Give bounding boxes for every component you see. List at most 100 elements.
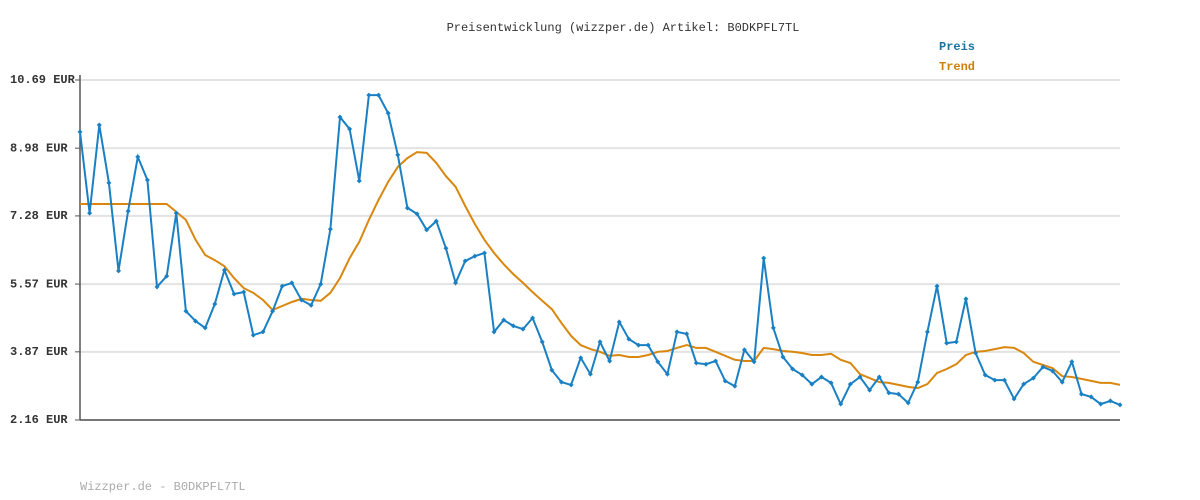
point <box>193 318 199 324</box>
point <box>799 372 805 378</box>
point <box>896 391 902 397</box>
point <box>366 92 372 98</box>
point <box>847 381 853 387</box>
point <box>780 354 786 360</box>
point <box>857 374 863 380</box>
point <box>1040 364 1046 370</box>
point <box>433 218 439 224</box>
point <box>703 361 709 367</box>
point <box>356 178 362 184</box>
point <box>510 323 516 329</box>
point <box>1088 394 1094 400</box>
point <box>790 366 796 372</box>
point <box>713 358 719 364</box>
point <box>1069 359 1075 365</box>
point <box>587 371 593 377</box>
point <box>722 378 728 384</box>
point <box>289 280 295 286</box>
point <box>1021 381 1027 387</box>
point <box>992 377 998 383</box>
point <box>684 331 690 337</box>
point <box>231 291 237 297</box>
point <box>144 177 150 183</box>
point <box>809 381 815 387</box>
point <box>1050 368 1056 374</box>
legend-label: Preis <box>939 40 975 54</box>
point <box>934 283 940 289</box>
point <box>241 289 247 295</box>
point <box>751 359 757 365</box>
point <box>395 152 401 158</box>
point <box>77 129 83 135</box>
point <box>867 387 873 393</box>
point <box>501 317 507 323</box>
chart-title: Preisentwicklung (wizzper.de) Artikel: B… <box>447 21 800 35</box>
point <box>337 114 343 120</box>
point <box>87 210 93 216</box>
series-line <box>79 94 1121 407</box>
point <box>732 383 738 389</box>
point <box>1059 379 1065 385</box>
point <box>645 342 651 348</box>
point <box>1098 401 1104 407</box>
point <box>491 329 497 335</box>
series-line <box>80 151 1121 390</box>
point <box>636 342 642 348</box>
point <box>96 122 102 128</box>
point <box>221 267 227 273</box>
point <box>905 400 911 406</box>
point <box>924 329 930 335</box>
point <box>597 339 603 345</box>
point <box>173 210 179 216</box>
point <box>818 374 824 380</box>
point <box>298 297 304 303</box>
point <box>963 296 969 302</box>
point <box>664 371 670 377</box>
point <box>135 154 141 160</box>
point <box>202 325 208 331</box>
point <box>578 355 584 361</box>
point <box>1117 402 1123 408</box>
point <box>973 350 979 356</box>
point <box>876 374 882 380</box>
point <box>183 308 189 314</box>
legend-label: Trend <box>939 60 975 74</box>
y-tick-label: 8.98 EUR <box>10 141 68 155</box>
point <box>655 359 661 365</box>
point <box>270 308 276 314</box>
y-tick-label: 10.69 EUR <box>10 73 76 87</box>
point <box>982 372 988 378</box>
point <box>376 92 382 98</box>
point <box>1030 375 1036 381</box>
point <box>404 205 410 211</box>
point <box>838 401 844 407</box>
point <box>944 340 950 346</box>
point <box>327 226 333 232</box>
point <box>250 332 256 338</box>
point <box>443 245 449 251</box>
point <box>886 390 892 396</box>
point <box>424 227 430 233</box>
point <box>212 301 218 307</box>
y-tick-label: 2.16 EUR <box>10 413 68 427</box>
y-tick-label: 3.87 EUR <box>10 345 68 359</box>
point <box>318 281 324 287</box>
point <box>347 126 353 132</box>
point <box>125 208 131 214</box>
point <box>520 326 526 332</box>
point <box>549 367 555 373</box>
point <box>953 339 959 345</box>
y-tick-label: 7.28 EUR <box>10 209 68 223</box>
point <box>915 379 921 385</box>
point <box>481 250 487 256</box>
point <box>828 380 834 386</box>
point <box>154 284 160 290</box>
footer: Wizzper.de - B0DKPFL7TL <box>80 480 246 494</box>
point <box>674 329 680 335</box>
point <box>626 336 632 342</box>
point <box>279 283 285 289</box>
point <box>414 211 420 217</box>
point <box>1078 391 1084 397</box>
point <box>106 180 112 186</box>
